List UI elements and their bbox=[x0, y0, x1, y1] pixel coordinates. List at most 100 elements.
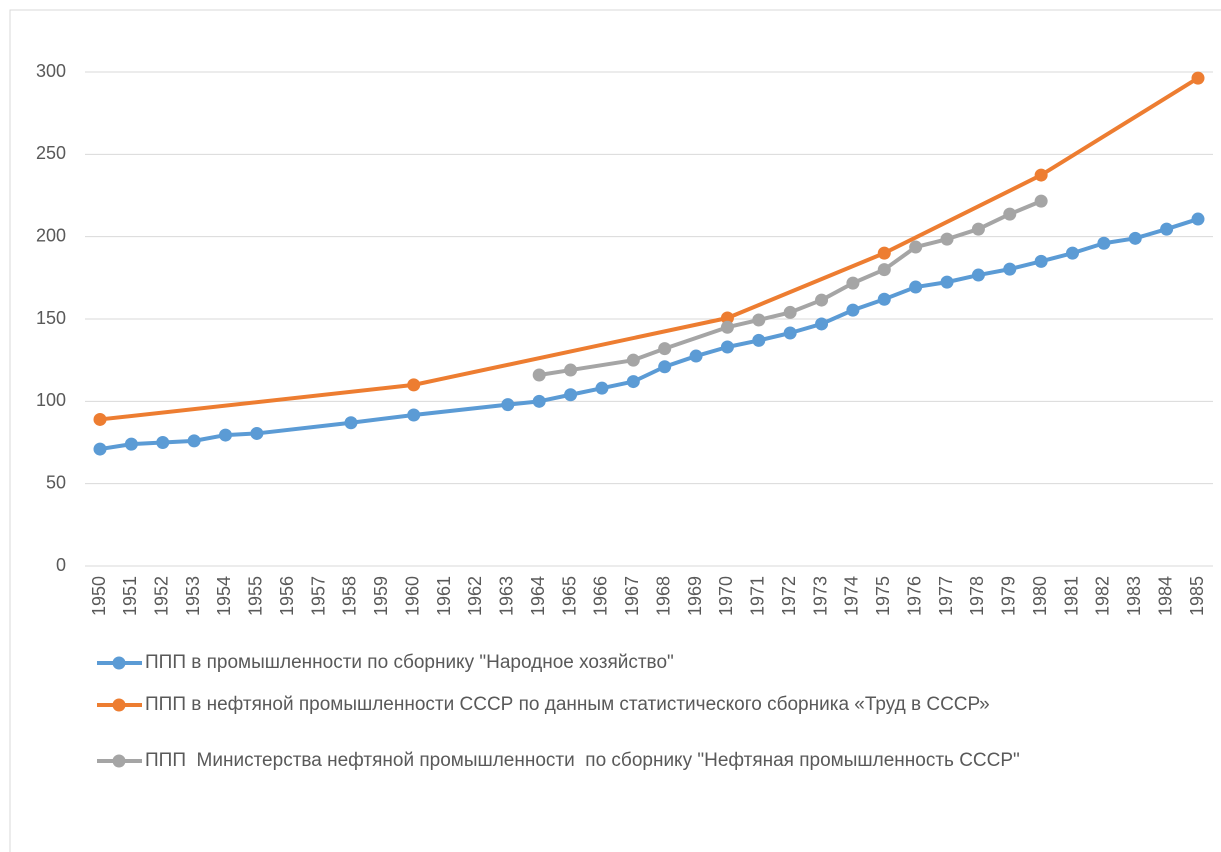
y-tick-label: 200 bbox=[36, 225, 66, 245]
data-point bbox=[815, 317, 829, 331]
legend-marker bbox=[112, 754, 126, 768]
x-tick-label: 1969 bbox=[685, 576, 705, 616]
data-point bbox=[250, 426, 264, 440]
x-tick-label: 1961 bbox=[434, 576, 454, 616]
series-line bbox=[538, 199, 1042, 377]
legend-label: ППП Министерства нефтяной промышленности… bbox=[145, 750, 1020, 771]
x-tick-label: 1953 bbox=[183, 576, 203, 616]
x-tick-label: 1964 bbox=[528, 576, 548, 616]
y-tick-label: 150 bbox=[36, 308, 66, 328]
data-point bbox=[971, 268, 985, 282]
x-tick-label: 1963 bbox=[497, 576, 517, 616]
data-point bbox=[940, 232, 954, 246]
data-point bbox=[407, 378, 421, 392]
data-point bbox=[156, 436, 170, 449]
data-point bbox=[564, 363, 578, 377]
data-point bbox=[720, 311, 734, 325]
data-point bbox=[1097, 236, 1111, 250]
data-point bbox=[532, 394, 546, 408]
data-point bbox=[501, 398, 515, 412]
data-point bbox=[532, 368, 546, 382]
y-tick-label: 250 bbox=[36, 143, 66, 163]
x-tick-label: 1958 bbox=[340, 576, 360, 616]
legend-marker bbox=[112, 656, 126, 670]
data-point bbox=[689, 349, 703, 363]
data-point bbox=[93, 412, 107, 426]
y-tick-label: 300 bbox=[36, 61, 66, 81]
data-point bbox=[564, 388, 578, 402]
data-point bbox=[1191, 71, 1205, 85]
data-point bbox=[720, 320, 734, 334]
x-tick-label: 1974 bbox=[842, 576, 862, 616]
data-point bbox=[124, 437, 138, 451]
y-tick-label: 0 bbox=[56, 555, 66, 575]
data-point bbox=[877, 263, 891, 277]
data-point bbox=[1003, 262, 1017, 276]
data-point bbox=[658, 342, 672, 356]
data-point bbox=[815, 293, 829, 307]
legend-label: ППП в нефтяной промышленности СССР по да… bbox=[145, 694, 990, 715]
x-tick-label: 1951 bbox=[120, 576, 140, 616]
data-point bbox=[877, 292, 891, 306]
x-tick-label: 1950 bbox=[89, 576, 109, 616]
data-point bbox=[658, 360, 672, 374]
x-tick-label: 1980 bbox=[1030, 576, 1050, 616]
x-tick-label: 1984 bbox=[1155, 576, 1175, 616]
x-tick-label: 1967 bbox=[622, 576, 642, 616]
data-point bbox=[940, 275, 954, 289]
x-tick-label: 1983 bbox=[1124, 576, 1144, 616]
data-point bbox=[909, 280, 923, 294]
x-tick-label: 1959 bbox=[371, 576, 391, 616]
data-point bbox=[1128, 231, 1142, 245]
x-tick-label: 1976 bbox=[904, 576, 924, 616]
x-tick-label: 1955 bbox=[246, 576, 266, 616]
data-point bbox=[1160, 222, 1174, 236]
data-point bbox=[595, 381, 609, 395]
x-tick-label: 1971 bbox=[748, 576, 768, 616]
data-point bbox=[783, 326, 797, 340]
data-point bbox=[971, 222, 985, 236]
data-point bbox=[752, 313, 766, 327]
x-tick-label: 1954 bbox=[214, 576, 234, 616]
x-tick-label: 1970 bbox=[716, 576, 736, 616]
series-line bbox=[99, 76, 1200, 422]
x-tick-label: 1957 bbox=[308, 576, 328, 616]
data-point bbox=[93, 442, 107, 456]
data-point bbox=[720, 340, 734, 354]
data-point bbox=[187, 434, 201, 448]
x-tick-label: 1972 bbox=[779, 576, 799, 616]
data-point bbox=[1034, 254, 1048, 268]
data-point bbox=[1066, 246, 1080, 260]
x-tick-label: 1985 bbox=[1187, 576, 1207, 616]
data-point bbox=[344, 416, 358, 430]
data-point bbox=[626, 353, 640, 367]
data-point bbox=[846, 303, 860, 317]
data-point bbox=[626, 375, 640, 389]
data-point bbox=[1034, 168, 1048, 182]
x-tick-label: 1965 bbox=[559, 576, 579, 616]
y-tick-label: 100 bbox=[36, 390, 66, 410]
x-tick-label: 1952 bbox=[151, 576, 171, 616]
data-point bbox=[877, 246, 891, 260]
data-point bbox=[846, 276, 860, 290]
x-tick-label: 1956 bbox=[277, 576, 297, 616]
data-point bbox=[407, 408, 421, 422]
data-point bbox=[752, 333, 766, 347]
legend-label: ППП в промышленности по сборнику "Народн… bbox=[145, 652, 674, 673]
x-tick-label: 1973 bbox=[810, 576, 830, 616]
chart-border bbox=[9, 9, 1221, 852]
data-point bbox=[1191, 212, 1205, 226]
x-tick-label: 1979 bbox=[999, 576, 1019, 616]
y-tick-label: 50 bbox=[46, 472, 66, 492]
x-tick-label: 1981 bbox=[1061, 576, 1081, 616]
x-tick-label: 1982 bbox=[1093, 576, 1113, 616]
data-point bbox=[1034, 194, 1048, 208]
x-tick-label: 1978 bbox=[967, 576, 987, 616]
x-tick-label: 1975 bbox=[873, 576, 893, 616]
legend-marker bbox=[112, 698, 126, 712]
x-tick-label: 1966 bbox=[591, 576, 611, 616]
x-tick-label: 1960 bbox=[402, 576, 422, 616]
x-tick-label: 1968 bbox=[653, 576, 673, 616]
